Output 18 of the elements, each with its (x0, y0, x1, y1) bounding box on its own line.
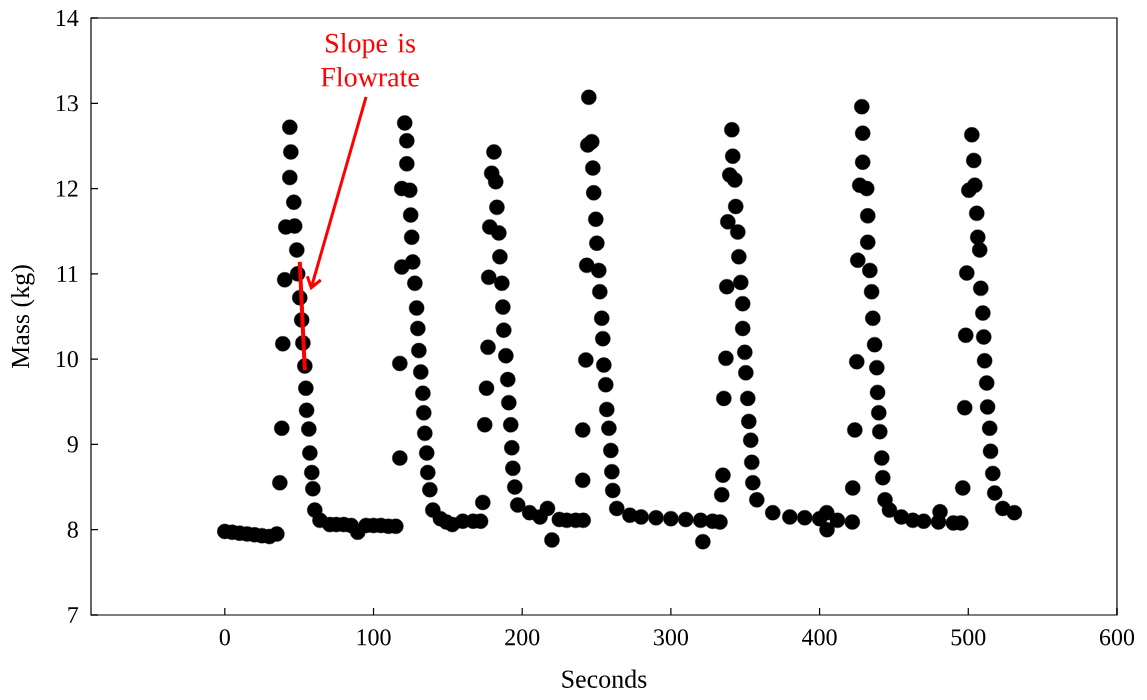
x-tick-label: 400 (802, 629, 837, 646)
x-tick-label: 600 (1100, 629, 1135, 646)
x-tick-label: 0 (219, 629, 230, 646)
y-tick-label: 8 (67, 521, 78, 538)
x-tick-label: 100 (357, 629, 391, 646)
x-axis-title: Seconds (562, 669, 647, 688)
y-tick-label: 10 (56, 351, 78, 368)
y-tick-label: 11 (57, 265, 78, 282)
annotation: Slope is Flowrate (321, 32, 419, 87)
y-tick-label: 12 (56, 180, 78, 197)
x-tick-label: 500 (951, 629, 986, 646)
y-tick-label: 14 (56, 10, 79, 26)
y-axis-title: Mass (kg) (10, 265, 35, 369)
y-tick-label: 7 (68, 607, 79, 623)
y-tick-label: 13 (56, 95, 78, 112)
x-tick-label: 300 (654, 629, 688, 646)
x-tick-label: 200 (505, 629, 540, 646)
y-tick-label: 9 (67, 436, 78, 453)
